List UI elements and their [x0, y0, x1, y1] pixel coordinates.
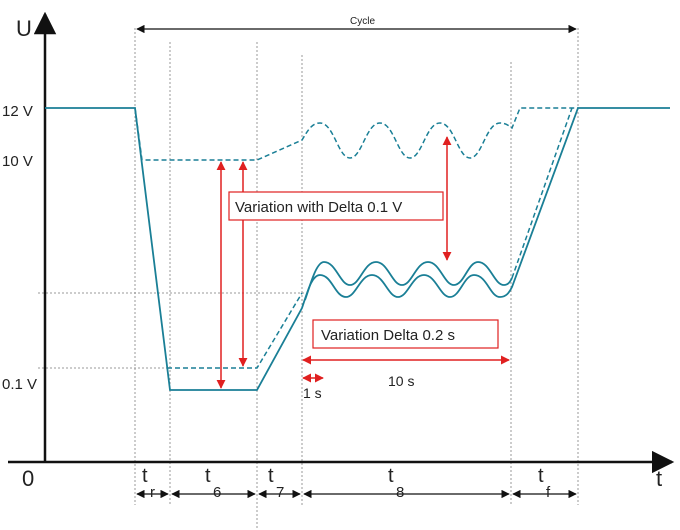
- variation-time-label: Variation Delta 0.2 s: [321, 327, 455, 344]
- interval-label-t6: t 6: [205, 465, 221, 501]
- svg-text:t: t: [205, 465, 211, 487]
- interval-label-tf: t f: [538, 465, 551, 501]
- solid-waveform-inner: [304, 261, 513, 301]
- variation-voltage-box: [228, 191, 444, 221]
- one-second-label: 1 s: [303, 385, 322, 401]
- label-12v: 12 V: [2, 103, 33, 120]
- u-axis-label: U: [16, 16, 32, 41]
- cycle-label: Cycle: [350, 16, 375, 27]
- label-10v: 10 V: [2, 153, 33, 170]
- svg-text:r: r: [150, 484, 155, 501]
- label-0-1v: 0.1 V: [2, 376, 37, 393]
- interval-label-tr: t r: [142, 465, 155, 501]
- dashed-waveform: [134, 107, 578, 161]
- svg-text:f: f: [546, 484, 551, 501]
- svg-text:8: 8: [396, 484, 404, 501]
- horizontal-guides: [38, 292, 305, 369]
- dashed-lower-profile: [167, 107, 573, 369]
- solid-waveform: [45, 107, 670, 391]
- svg-text:t: t: [538, 465, 544, 487]
- svg-text:t: t: [142, 465, 148, 487]
- interval-label-t7: t 7: [268, 465, 284, 501]
- svg-text:t: t: [388, 465, 394, 487]
- t-axis-label: t: [656, 466, 662, 491]
- svg-text:t: t: [268, 465, 274, 487]
- interval-label-t8: t 8: [388, 465, 404, 501]
- variation-time-box: [312, 319, 499, 349]
- ten-second-label: 10 s: [388, 373, 414, 389]
- svg-text:6: 6: [213, 484, 221, 501]
- svg-text:7: 7: [276, 484, 284, 501]
- vertical-guides: [134, 28, 579, 528]
- origin-label: 0: [22, 466, 34, 491]
- variation-voltage-label: Variation with Delta 0.1 V: [235, 199, 402, 216]
